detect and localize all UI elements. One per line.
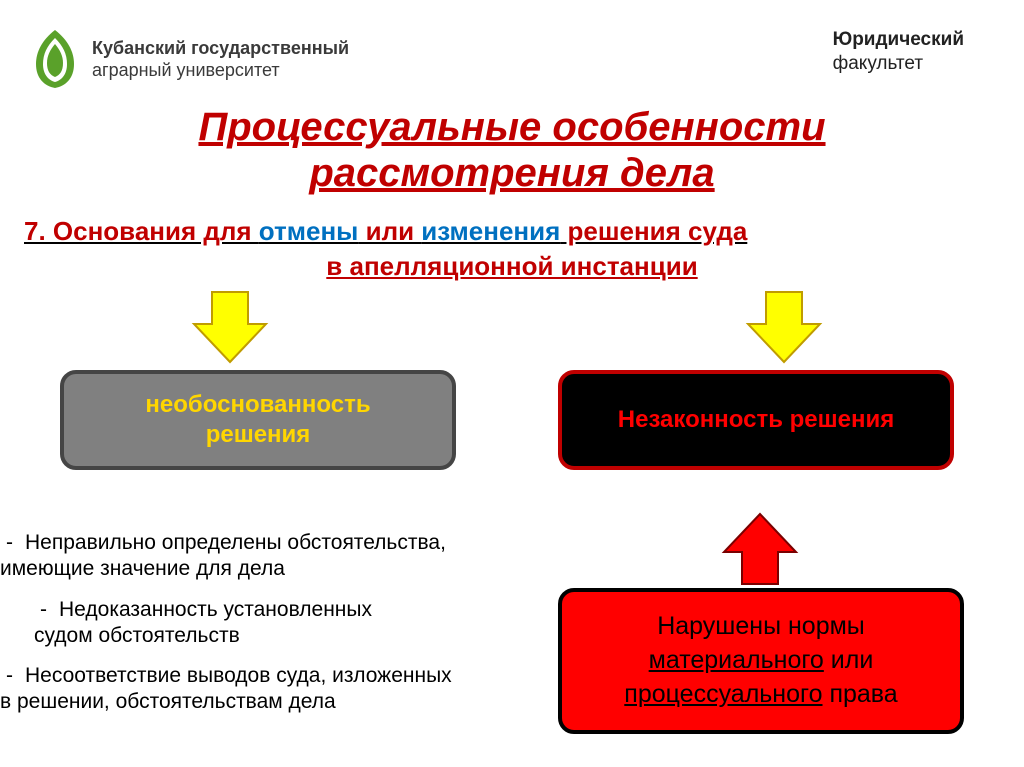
box-right-text: Незаконность решения	[618, 406, 894, 434]
title-line2: рассмотрения дела	[309, 151, 714, 195]
arrow-up-icon	[720, 510, 800, 588]
faculty-line2: факультет	[833, 52, 964, 76]
box-violated-norms: Нарушены нормы материального или процесс…	[558, 588, 964, 734]
slide-subtitle: 7. Основания для отмены или изменения ре…	[24, 214, 1024, 249]
bullet-3-l1: Несоответствие выводов суда, изложенных	[25, 664, 452, 687]
university-line1: Кубанский государственный	[92, 37, 349, 60]
bullet-1-l1: Неправильно определены обстоятельства,	[25, 531, 446, 554]
bullet-2-l2: судом обстоятельств	[34, 624, 240, 647]
bb-mid: или	[824, 646, 873, 674]
bullet: -Недоказанность установленных судом обст…	[0, 597, 500, 650]
university-logo-icon	[30, 28, 80, 90]
bullet-2-l1: Недоказанность установленных	[59, 598, 372, 621]
university-name: Кубанский государственный аграрный униве…	[92, 37, 349, 82]
box-left-l1: необоснованность	[145, 391, 370, 418]
subtitle-num: 7. Основания для	[24, 216, 259, 246]
bb-pre: Нарушены нормы	[657, 612, 865, 640]
bullet-dash: -	[0, 664, 25, 687]
arrow-up-wrap	[720, 510, 800, 588]
university-block: Кубанский государственный аграрный униве…	[30, 28, 349, 90]
subtitle-blue1: отмены	[259, 216, 359, 246]
bullet-dash: -	[0, 531, 25, 554]
bullet-1-l2: имеющие значение для дела	[0, 557, 285, 580]
title-line1: Процессуальные особенности	[198, 105, 825, 149]
faculty-line1: Юридический	[833, 28, 964, 52]
subtitle-mid: или	[358, 216, 421, 246]
header: Кубанский государственный аграрный униве…	[0, 0, 1024, 100]
arrow-down-right-icon	[744, 288, 824, 366]
subtitle-line2: в апелляционной инстанции	[0, 251, 1024, 282]
bullet-3-l2: в решении, обстоятельствам дела	[0, 690, 336, 713]
bullet: -Неправильно определены обстоятельства, …	[0, 530, 500, 583]
box-unfounded: необоснованность решения	[60, 370, 456, 470]
box-unlawful: Незаконность решения	[558, 370, 954, 470]
bb-u1: материального	[649, 646, 824, 674]
bullet-dash: -	[34, 598, 59, 621]
subtitle-rest: решения суда	[560, 216, 747, 246]
faculty-name: Юридический факультет	[833, 28, 964, 76]
box-left-l2: решения	[206, 421, 311, 448]
university-line2: аграрный университет	[92, 59, 349, 82]
bb-u2: процессуального	[624, 680, 822, 708]
slide-title: Процессуальные особенности рассмотрения …	[0, 104, 1024, 196]
bb-post: права	[823, 680, 898, 708]
bullets-list: -Неправильно определены обстоятельства, …	[0, 530, 500, 730]
boxes-row: необоснованность решения Незаконность ре…	[0, 366, 1024, 470]
subtitle-blue2: изменения	[421, 216, 560, 246]
bullet: -Несоответствие выводов суда, изложенных…	[0, 663, 500, 716]
arrow-down-left-icon	[190, 288, 270, 366]
arrows-down-row	[0, 282, 1024, 366]
